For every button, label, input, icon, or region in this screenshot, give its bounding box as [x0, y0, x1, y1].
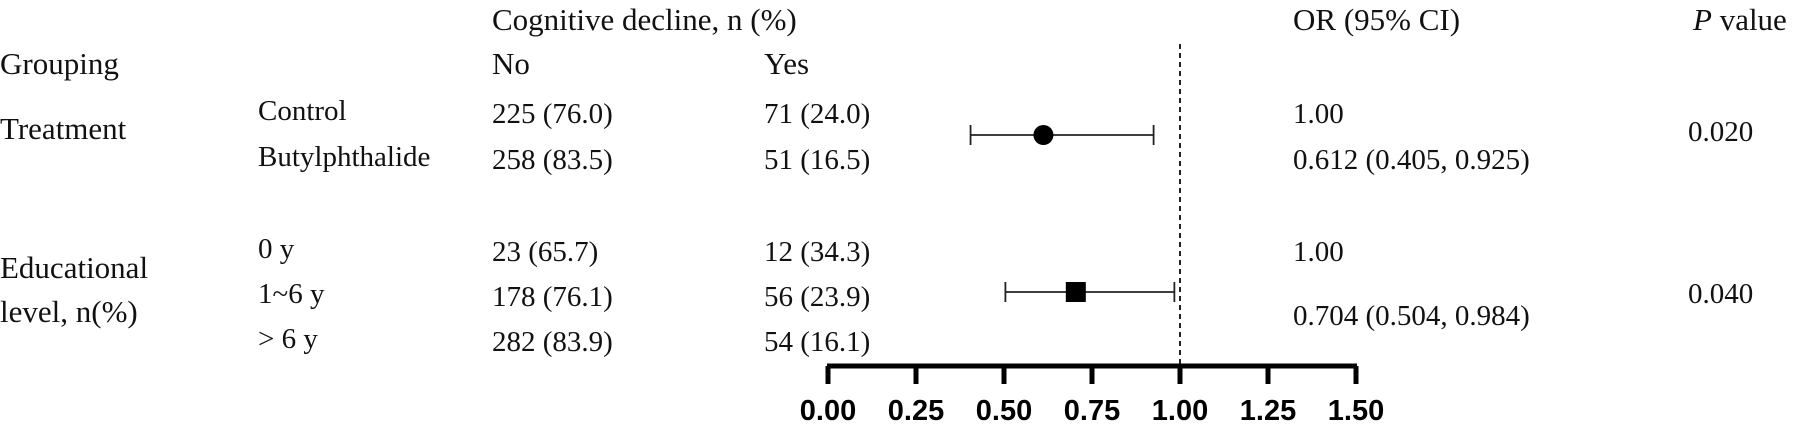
- level-label: 1~6 y: [258, 278, 325, 310]
- x-tick-label: 0.00: [800, 395, 856, 424]
- outcome-header: Cognitive decline, n (%): [492, 2, 797, 37]
- yes-cell: 54 (16.1): [764, 326, 871, 358]
- p-value-header-text: value: [1711, 2, 1787, 37]
- x-tick-label: 0.25: [888, 395, 944, 424]
- or-cell: 0.612 (0.405, 0.925): [1293, 144, 1530, 176]
- or-header: OR (95% CI): [1293, 2, 1461, 37]
- x-tick-label: 1.25: [1240, 395, 1296, 424]
- p-value-cell: 0.040: [1688, 278, 1754, 310]
- no-cell: 258 (83.5): [492, 144, 613, 176]
- grouping-header: Grouping: [0, 46, 119, 81]
- or-cell: 1.00: [1293, 98, 1344, 130]
- group-label-education-line1: Educational: [0, 250, 149, 285]
- yes-cell: 56 (23.9): [764, 281, 871, 313]
- estimate-point-square: [1065, 282, 1086, 302]
- level-label: > 6 y: [258, 323, 318, 355]
- or-cell: 1.00: [1293, 236, 1344, 268]
- level-label: Control: [258, 95, 347, 127]
- no-header: No: [492, 46, 530, 81]
- p-value-cell: 0.020: [1688, 116, 1754, 148]
- x-tick-label: 0.50: [976, 395, 1032, 424]
- group-label-education-line2: level, n(%): [0, 294, 138, 329]
- level-label: 0 y: [258, 233, 295, 265]
- yes-cell: 71 (24.0): [764, 98, 871, 130]
- yes-cell: 12 (34.3): [764, 236, 871, 268]
- level-label: Butylphthalide: [258, 141, 431, 173]
- no-cell: 282 (83.9): [492, 326, 613, 358]
- group-label-treatment: Treatment: [0, 111, 127, 146]
- yes-cell: 51 (16.5): [764, 144, 871, 176]
- no-cell: 225 (76.0): [492, 98, 613, 130]
- x-tick-label: 1.50: [1328, 395, 1384, 424]
- x-tick-label: 0.75: [1064, 395, 1120, 424]
- no-cell: 178 (76.1): [492, 281, 613, 313]
- p-value-header: P value: [1693, 4, 1787, 35]
- or-cell: 0.704 (0.504, 0.984): [1293, 300, 1530, 332]
- x-tick-label: 1.00: [1152, 395, 1208, 424]
- yes-header: Yes: [764, 46, 810, 81]
- no-cell: 23 (65.7): [492, 236, 599, 268]
- estimate-point-circle: [1033, 125, 1054, 145]
- p-symbol: P: [1693, 2, 1712, 37]
